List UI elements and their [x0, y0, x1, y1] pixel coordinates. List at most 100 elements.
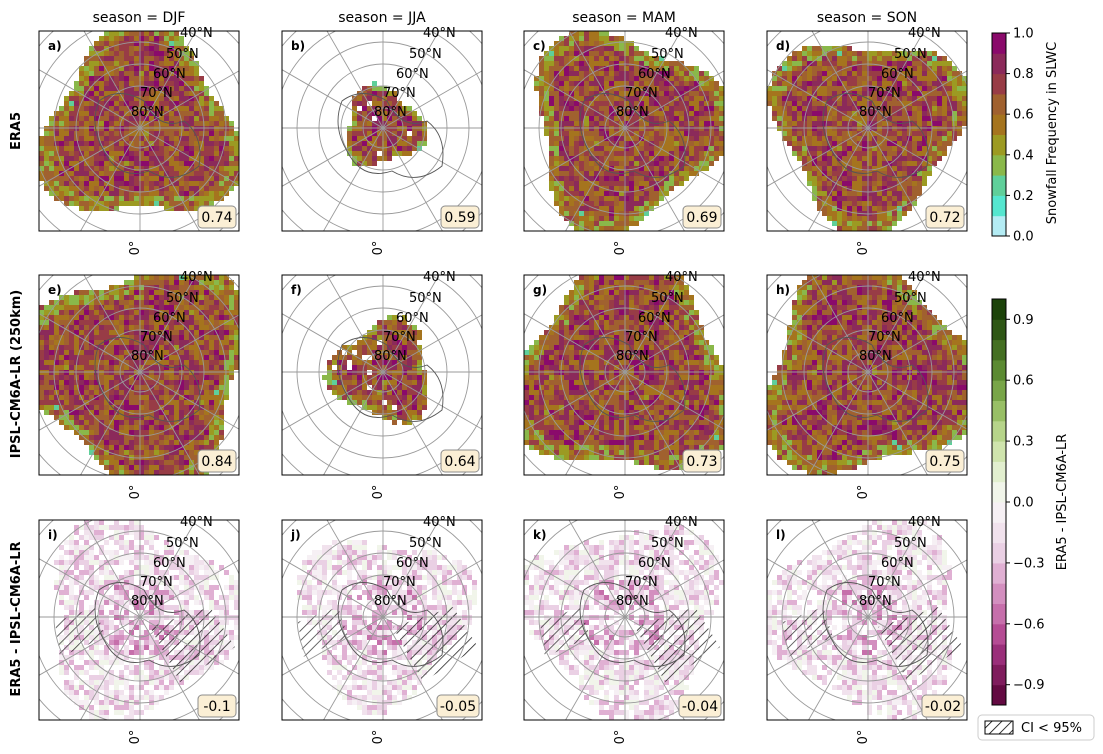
map-cell	[639, 166, 644, 171]
map-cell	[382, 111, 387, 116]
map-cell	[709, 131, 714, 136]
map-cell	[797, 121, 802, 126]
map-cell	[154, 290, 159, 295]
map-cell	[229, 126, 234, 131]
map-cell	[164, 86, 169, 91]
map-cell	[134, 320, 139, 325]
map-cell	[234, 360, 239, 365]
map-cell	[594, 191, 599, 196]
map-cell	[109, 335, 114, 340]
map-cell	[59, 385, 64, 390]
map-cell	[224, 370, 229, 375]
map-cell	[564, 76, 569, 81]
map-cell	[947, 71, 952, 76]
map-cell	[129, 445, 134, 450]
map-cell	[174, 76, 179, 81]
map-cell	[39, 380, 44, 385]
map-cell	[194, 375, 199, 380]
map-cell	[832, 116, 837, 121]
map-cell	[554, 131, 559, 136]
map-cell	[802, 156, 807, 161]
map-cell	[114, 86, 119, 91]
map-cell	[842, 156, 847, 161]
map-cell	[84, 186, 89, 191]
map-cell	[154, 355, 159, 360]
map-cell	[877, 226, 882, 231]
map-cell	[787, 131, 792, 136]
map-cell	[579, 166, 584, 171]
map-cell	[952, 136, 957, 141]
map-cell	[589, 191, 594, 196]
map-cell	[84, 430, 89, 435]
map-cell	[887, 101, 892, 106]
map-cell	[104, 425, 109, 430]
map-cell	[902, 156, 907, 161]
map-cell	[194, 86, 199, 91]
map-cell	[209, 440, 214, 445]
map-cell	[392, 151, 397, 156]
map-cell	[917, 111, 922, 116]
map-cell	[199, 76, 204, 81]
map-cell	[654, 161, 659, 166]
map-cell	[189, 295, 194, 300]
map-cell	[867, 136, 872, 141]
map-cell	[144, 295, 149, 300]
map-cell	[862, 61, 867, 66]
map-cell	[84, 295, 89, 300]
map-cell	[224, 295, 229, 300]
map-cell	[119, 141, 124, 146]
map-cell	[689, 91, 694, 96]
map-cell	[554, 51, 559, 56]
map-cell	[589, 206, 594, 211]
map-cell	[114, 360, 119, 365]
map-cell	[832, 161, 837, 166]
map-cell	[619, 221, 624, 226]
map-cell	[214, 275, 219, 280]
map-cell	[417, 131, 422, 136]
map-cell	[897, 126, 902, 131]
map-cell	[684, 96, 689, 101]
map-cell	[179, 81, 184, 86]
map-cell	[139, 290, 144, 295]
map-cell	[84, 96, 89, 101]
map-cell	[634, 81, 639, 86]
map-cell	[129, 380, 134, 385]
map-cell	[917, 186, 922, 191]
map-cell	[377, 146, 382, 151]
map-cell	[887, 136, 892, 141]
map-cell	[922, 136, 927, 141]
map-cell	[199, 106, 204, 111]
map-cell	[174, 196, 179, 201]
map-cell	[109, 470, 114, 475]
map-cell	[777, 96, 782, 101]
map-cell	[614, 61, 619, 66]
map-cell	[199, 410, 204, 415]
map-cell	[119, 86, 124, 91]
map-cell	[154, 460, 159, 465]
map-cell	[109, 201, 114, 206]
map-cell	[599, 76, 604, 81]
map-cell	[104, 101, 109, 106]
map-cell	[817, 176, 822, 181]
map-cell	[109, 56, 114, 61]
map-cell	[109, 126, 114, 131]
map-cell	[174, 425, 179, 430]
map-cell	[644, 116, 649, 121]
map-cell	[219, 425, 224, 430]
map-cell	[902, 111, 907, 116]
map-cell	[877, 101, 882, 106]
map-cell	[214, 106, 219, 111]
map-cell	[179, 275, 184, 280]
map-cell	[104, 51, 109, 56]
map-cell	[957, 121, 962, 126]
map-cell	[189, 460, 194, 465]
map-cell	[129, 196, 134, 201]
map-cell	[932, 76, 937, 81]
map-cell	[189, 430, 194, 435]
map-cell	[209, 151, 214, 156]
map-cell	[609, 126, 614, 131]
map-cell	[214, 430, 219, 435]
map-cell	[189, 86, 194, 91]
map-cell	[917, 116, 922, 121]
map-cell	[84, 206, 89, 211]
